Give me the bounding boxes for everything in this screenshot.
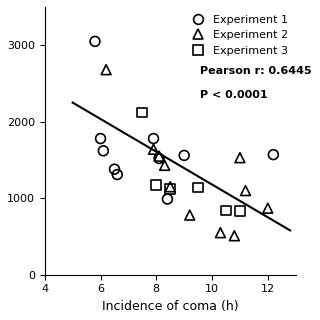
Point bbox=[237, 155, 243, 160]
Point bbox=[154, 183, 159, 188]
Point bbox=[156, 156, 162, 161]
Point bbox=[265, 206, 270, 211]
Point bbox=[115, 172, 120, 177]
Point bbox=[156, 154, 162, 159]
Point bbox=[237, 209, 243, 214]
Text: P < 0.0001: P < 0.0001 bbox=[200, 90, 268, 100]
Point bbox=[162, 163, 167, 168]
Point bbox=[168, 184, 173, 189]
Point bbox=[98, 136, 103, 141]
Legend: Experiment 1, Experiment 2, Experiment 3: Experiment 1, Experiment 2, Experiment 3 bbox=[185, 12, 290, 58]
Point bbox=[104, 67, 109, 72]
Point bbox=[187, 212, 192, 218]
Point bbox=[151, 147, 156, 152]
Point bbox=[168, 187, 173, 192]
Point bbox=[140, 110, 145, 115]
Point bbox=[223, 208, 228, 213]
Point bbox=[112, 167, 117, 172]
Point bbox=[271, 152, 276, 157]
Point bbox=[165, 196, 170, 202]
Point bbox=[182, 153, 187, 158]
Point bbox=[92, 39, 98, 44]
Point bbox=[218, 230, 223, 235]
X-axis label: Incidence of coma (h): Incidence of coma (h) bbox=[102, 300, 238, 313]
Point bbox=[101, 148, 106, 153]
Point bbox=[151, 136, 156, 141]
Text: Pearson r: 0.6445: Pearson r: 0.6445 bbox=[200, 66, 312, 76]
Point bbox=[243, 188, 248, 193]
Point bbox=[196, 185, 201, 190]
Point bbox=[232, 233, 237, 238]
